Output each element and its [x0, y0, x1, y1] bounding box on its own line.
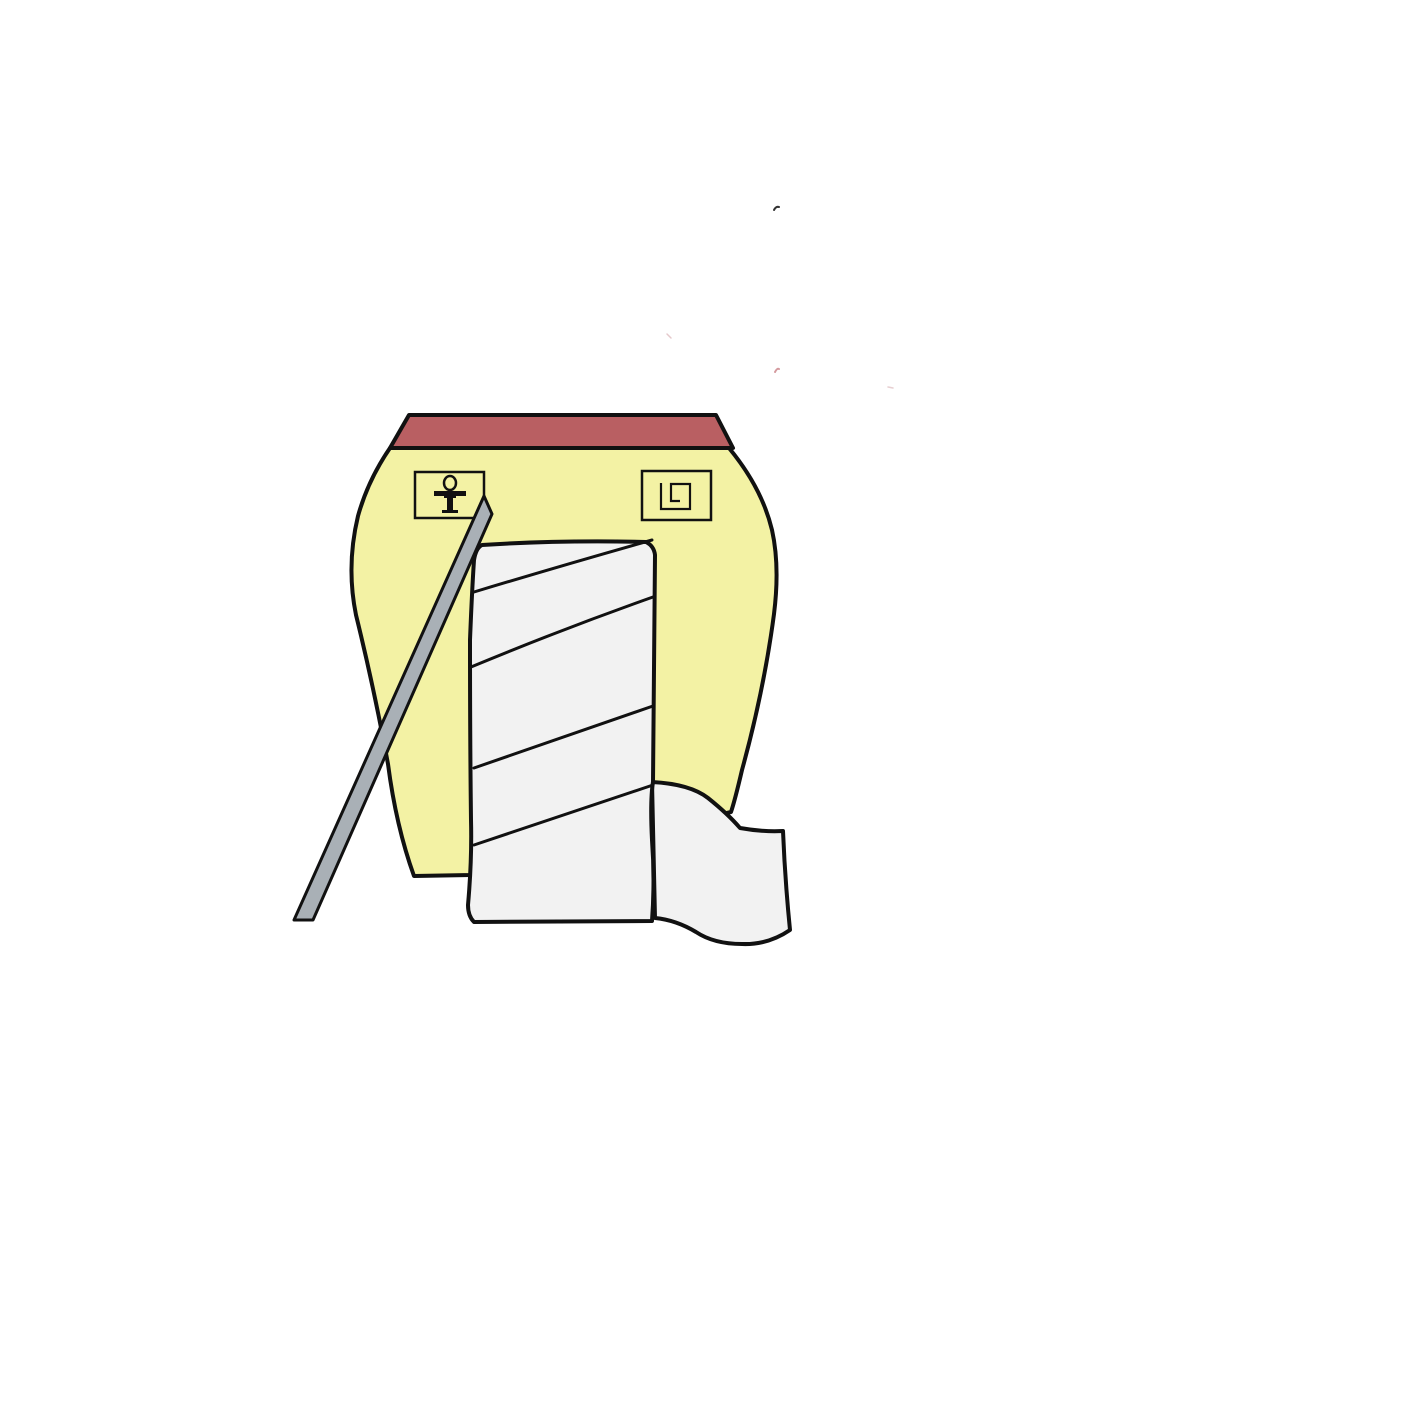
container-lid	[388, 413, 735, 450]
right-glyph-panel	[640, 469, 713, 522]
leaning-stick	[292, 494, 494, 922]
square-spiral-icon	[659, 482, 692, 511]
bandage-column	[466, 538, 657, 924]
cloth-flap	[650, 780, 792, 947]
ankh-icon	[434, 474, 466, 513]
stray-marks	[666, 205, 894, 389]
